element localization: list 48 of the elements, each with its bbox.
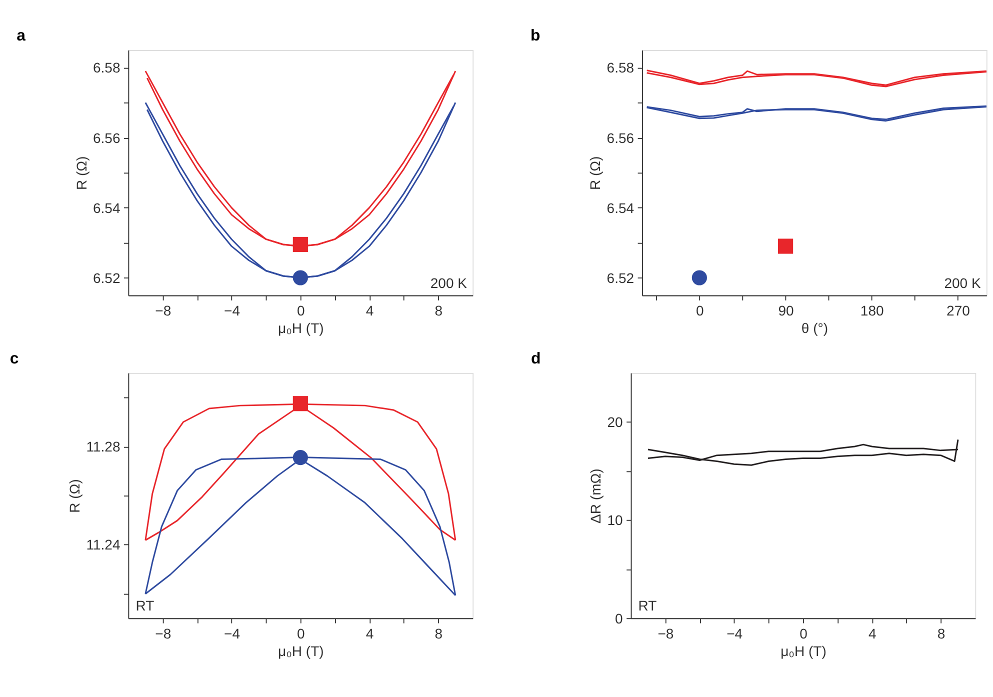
- annotation: 200 K: [430, 274, 468, 291]
- y-tick-label: 6.54: [606, 200, 634, 216]
- y-tick-label: 6.52: [92, 270, 120, 286]
- y-tick-label: 0: [615, 610, 624, 626]
- y-tick-label: 6.56: [606, 130, 634, 146]
- y-tick-label: 11.28: [86, 438, 120, 455]
- x-tick-label: 4: [366, 302, 374, 318]
- chart-title: c: [10, 350, 19, 368]
- x-tick-label: −4: [726, 625, 743, 642]
- y-tick-label: 6.54: [92, 200, 120, 216]
- y-tick-label: 11.24: [86, 536, 120, 553]
- x-axis-title: μ₀H (T): [278, 643, 324, 660]
- x-tick-label: 0: [296, 302, 305, 318]
- x-tick-label: −8: [155, 302, 172, 318]
- x-tick-label: 8: [434, 302, 443, 318]
- y-tick-label: 6.58: [606, 60, 634, 76]
- x-tick-label: 8: [434, 625, 443, 642]
- annotation: RT: [136, 598, 155, 614]
- y-axis-title: R (Ω): [73, 156, 90, 190]
- y-tick-label: 6.52: [606, 270, 634, 286]
- chart-title: b: [530, 28, 540, 45]
- x-axis-title: θ (°): [801, 320, 828, 336]
- annotation: 200 K: [944, 274, 982, 291]
- x-tick-label: 180: [860, 302, 884, 318]
- y-tick-label: 10: [607, 512, 624, 528]
- x-tick-label: −4: [224, 625, 240, 642]
- x-tick-label: −8: [658, 625, 674, 642]
- y-axis-title: R (Ω): [66, 479, 83, 513]
- x-tick-label: −4: [224, 302, 240, 318]
- annotation: RT: [638, 598, 658, 614]
- x-tick-label: 4: [868, 625, 876, 642]
- x-tick-label: 0: [696, 302, 704, 318]
- x-tick-label: 4: [366, 625, 374, 642]
- x-tick-label: −8: [155, 625, 172, 642]
- x-tick-label: 90: [778, 302, 794, 318]
- x-tick-label: 0: [800, 625, 808, 642]
- x-tick-label: 0: [296, 625, 305, 642]
- y-tick-label: 6.56: [92, 130, 120, 146]
- y-axis-title: R (Ω): [587, 156, 604, 190]
- x-axis-title: μ₀H (T): [278, 320, 324, 336]
- y-axis-title: ΔR (mΩ): [588, 468, 604, 524]
- y-tick-label: 20: [607, 414, 624, 430]
- x-axis-title: μ₀H (T): [780, 643, 826, 660]
- chart-title: d: [530, 350, 541, 368]
- chart-title: a: [16, 28, 26, 45]
- x-tick-label: 8: [937, 625, 946, 642]
- y-tick-label: 6.58: [92, 60, 120, 76]
- x-tick-label: 270: [946, 302, 970, 318]
